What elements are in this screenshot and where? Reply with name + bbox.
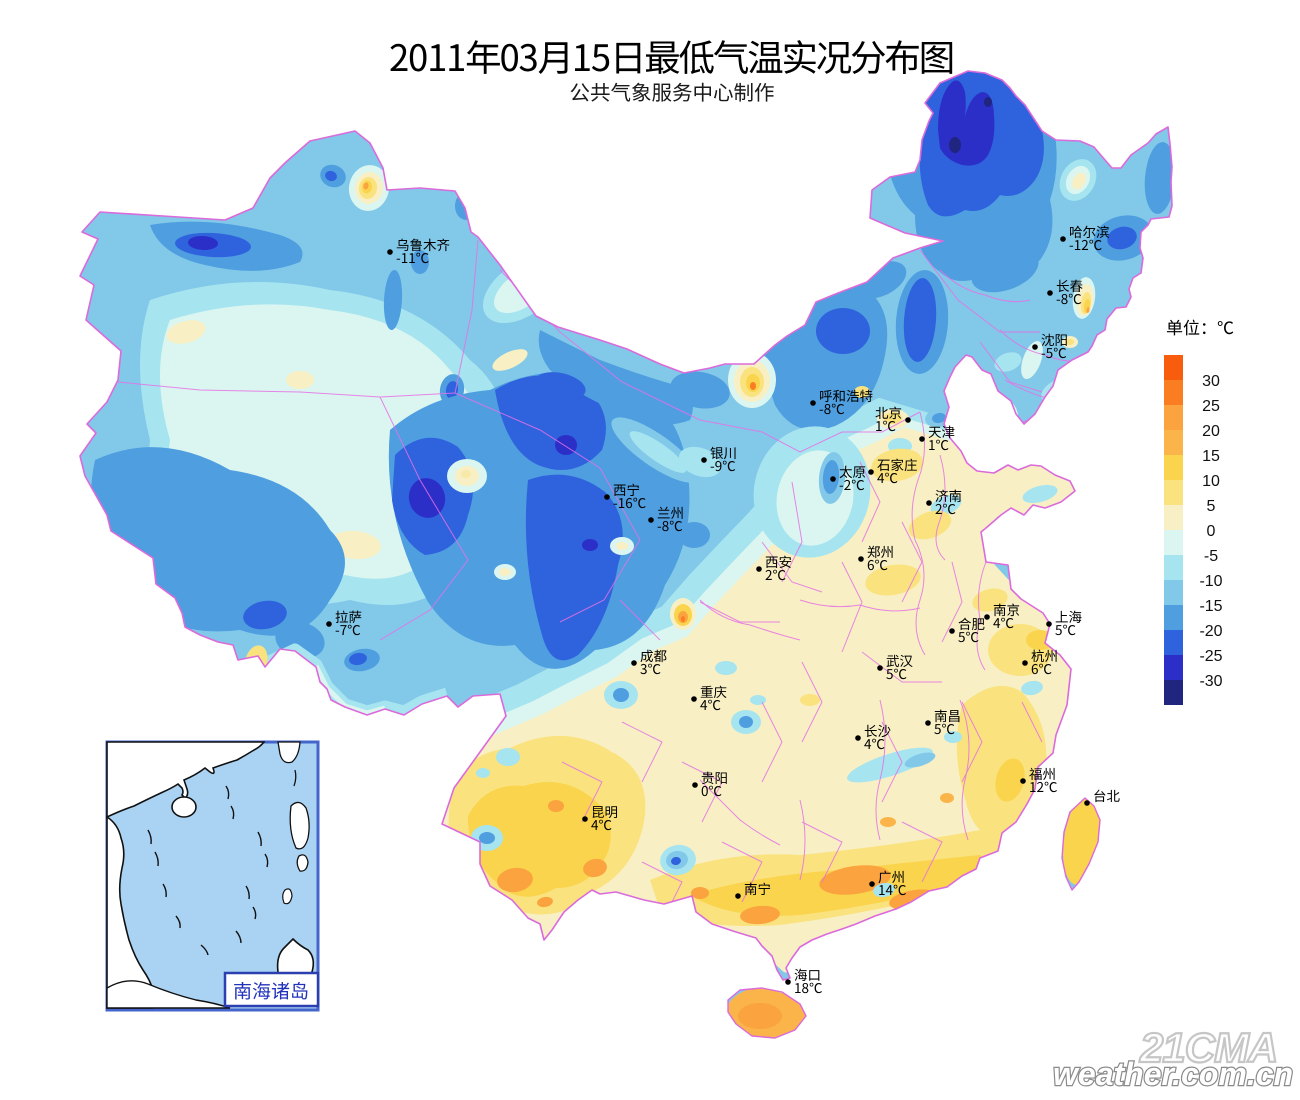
svg-text:21CMA: 21CMA xyxy=(1139,1024,1277,1071)
svg-text:-10: -10 xyxy=(1199,573,1222,590)
svg-text:-15: -15 xyxy=(1199,598,1222,615)
svg-text:weather.com.cn: weather.com.cn xyxy=(1053,1056,1293,1092)
svg-text:-20: -20 xyxy=(1199,623,1222,640)
svg-text:30: 30 xyxy=(1202,373,1220,390)
svg-text:25: 25 xyxy=(1202,398,1220,415)
svg-text:15: 15 xyxy=(1202,448,1220,465)
svg-text:-25: -25 xyxy=(1199,648,1222,665)
svg-text:20: 20 xyxy=(1202,423,1220,440)
svg-text:-5: -5 xyxy=(1204,548,1218,565)
svg-text:0: 0 xyxy=(1207,523,1216,540)
svg-text:10: 10 xyxy=(1202,473,1220,490)
svg-text:-30: -30 xyxy=(1199,673,1222,690)
svg-text:5: 5 xyxy=(1207,498,1216,515)
